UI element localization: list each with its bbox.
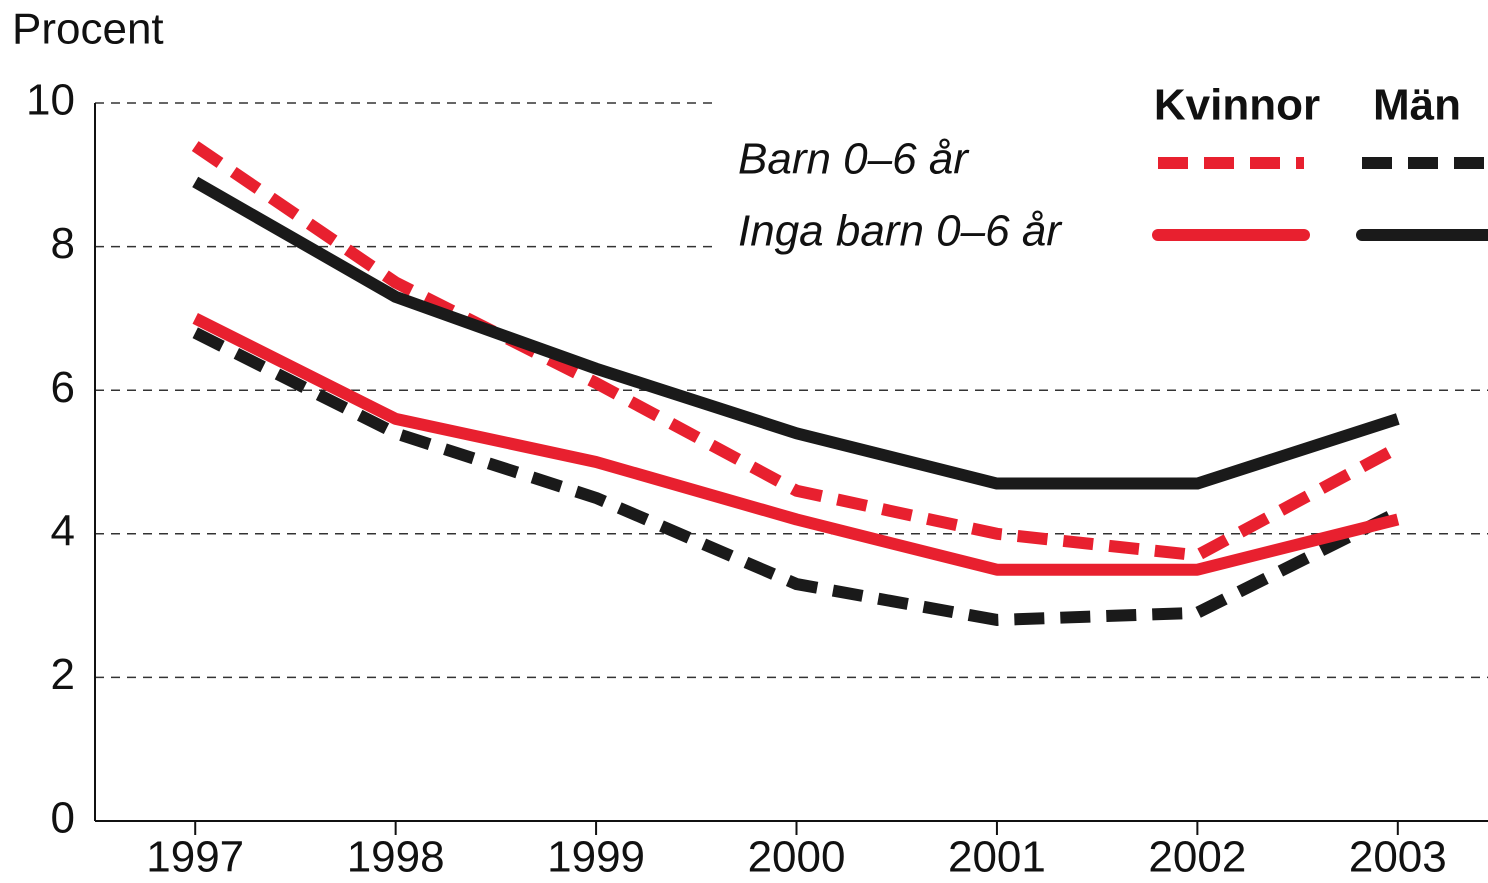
data-line xyxy=(192,327,1401,626)
y-tick-label: 4 xyxy=(51,506,75,555)
legend-row-label: Inga barn 0–6 år xyxy=(738,207,1063,256)
y-tick-label: 2 xyxy=(51,650,75,699)
x-tick-label: 1999 xyxy=(547,833,645,882)
legend-column-header: Män xyxy=(1373,81,1461,130)
x-tick-label: 2000 xyxy=(748,833,846,882)
data-line xyxy=(191,141,1401,562)
x-tick-label: 1998 xyxy=(347,833,445,882)
data-line xyxy=(192,313,1400,576)
y-tick-label: 8 xyxy=(51,219,75,268)
legend-row-label: Barn 0–6 år xyxy=(738,135,970,184)
x-tick-label: 2002 xyxy=(1148,833,1246,882)
x-tick-label: 2001 xyxy=(948,833,1046,882)
x-tick-label: 2003 xyxy=(1349,833,1447,882)
y-tick-label: 6 xyxy=(51,363,75,412)
x-tick-label: 1997 xyxy=(146,833,244,882)
data-line xyxy=(192,176,1400,490)
y-tick-label: 0 xyxy=(51,794,75,843)
y-tick-label: 10 xyxy=(26,76,75,125)
legend-column-header: Kvinnor xyxy=(1154,81,1320,130)
y-axis-label: Procent xyxy=(12,5,164,54)
